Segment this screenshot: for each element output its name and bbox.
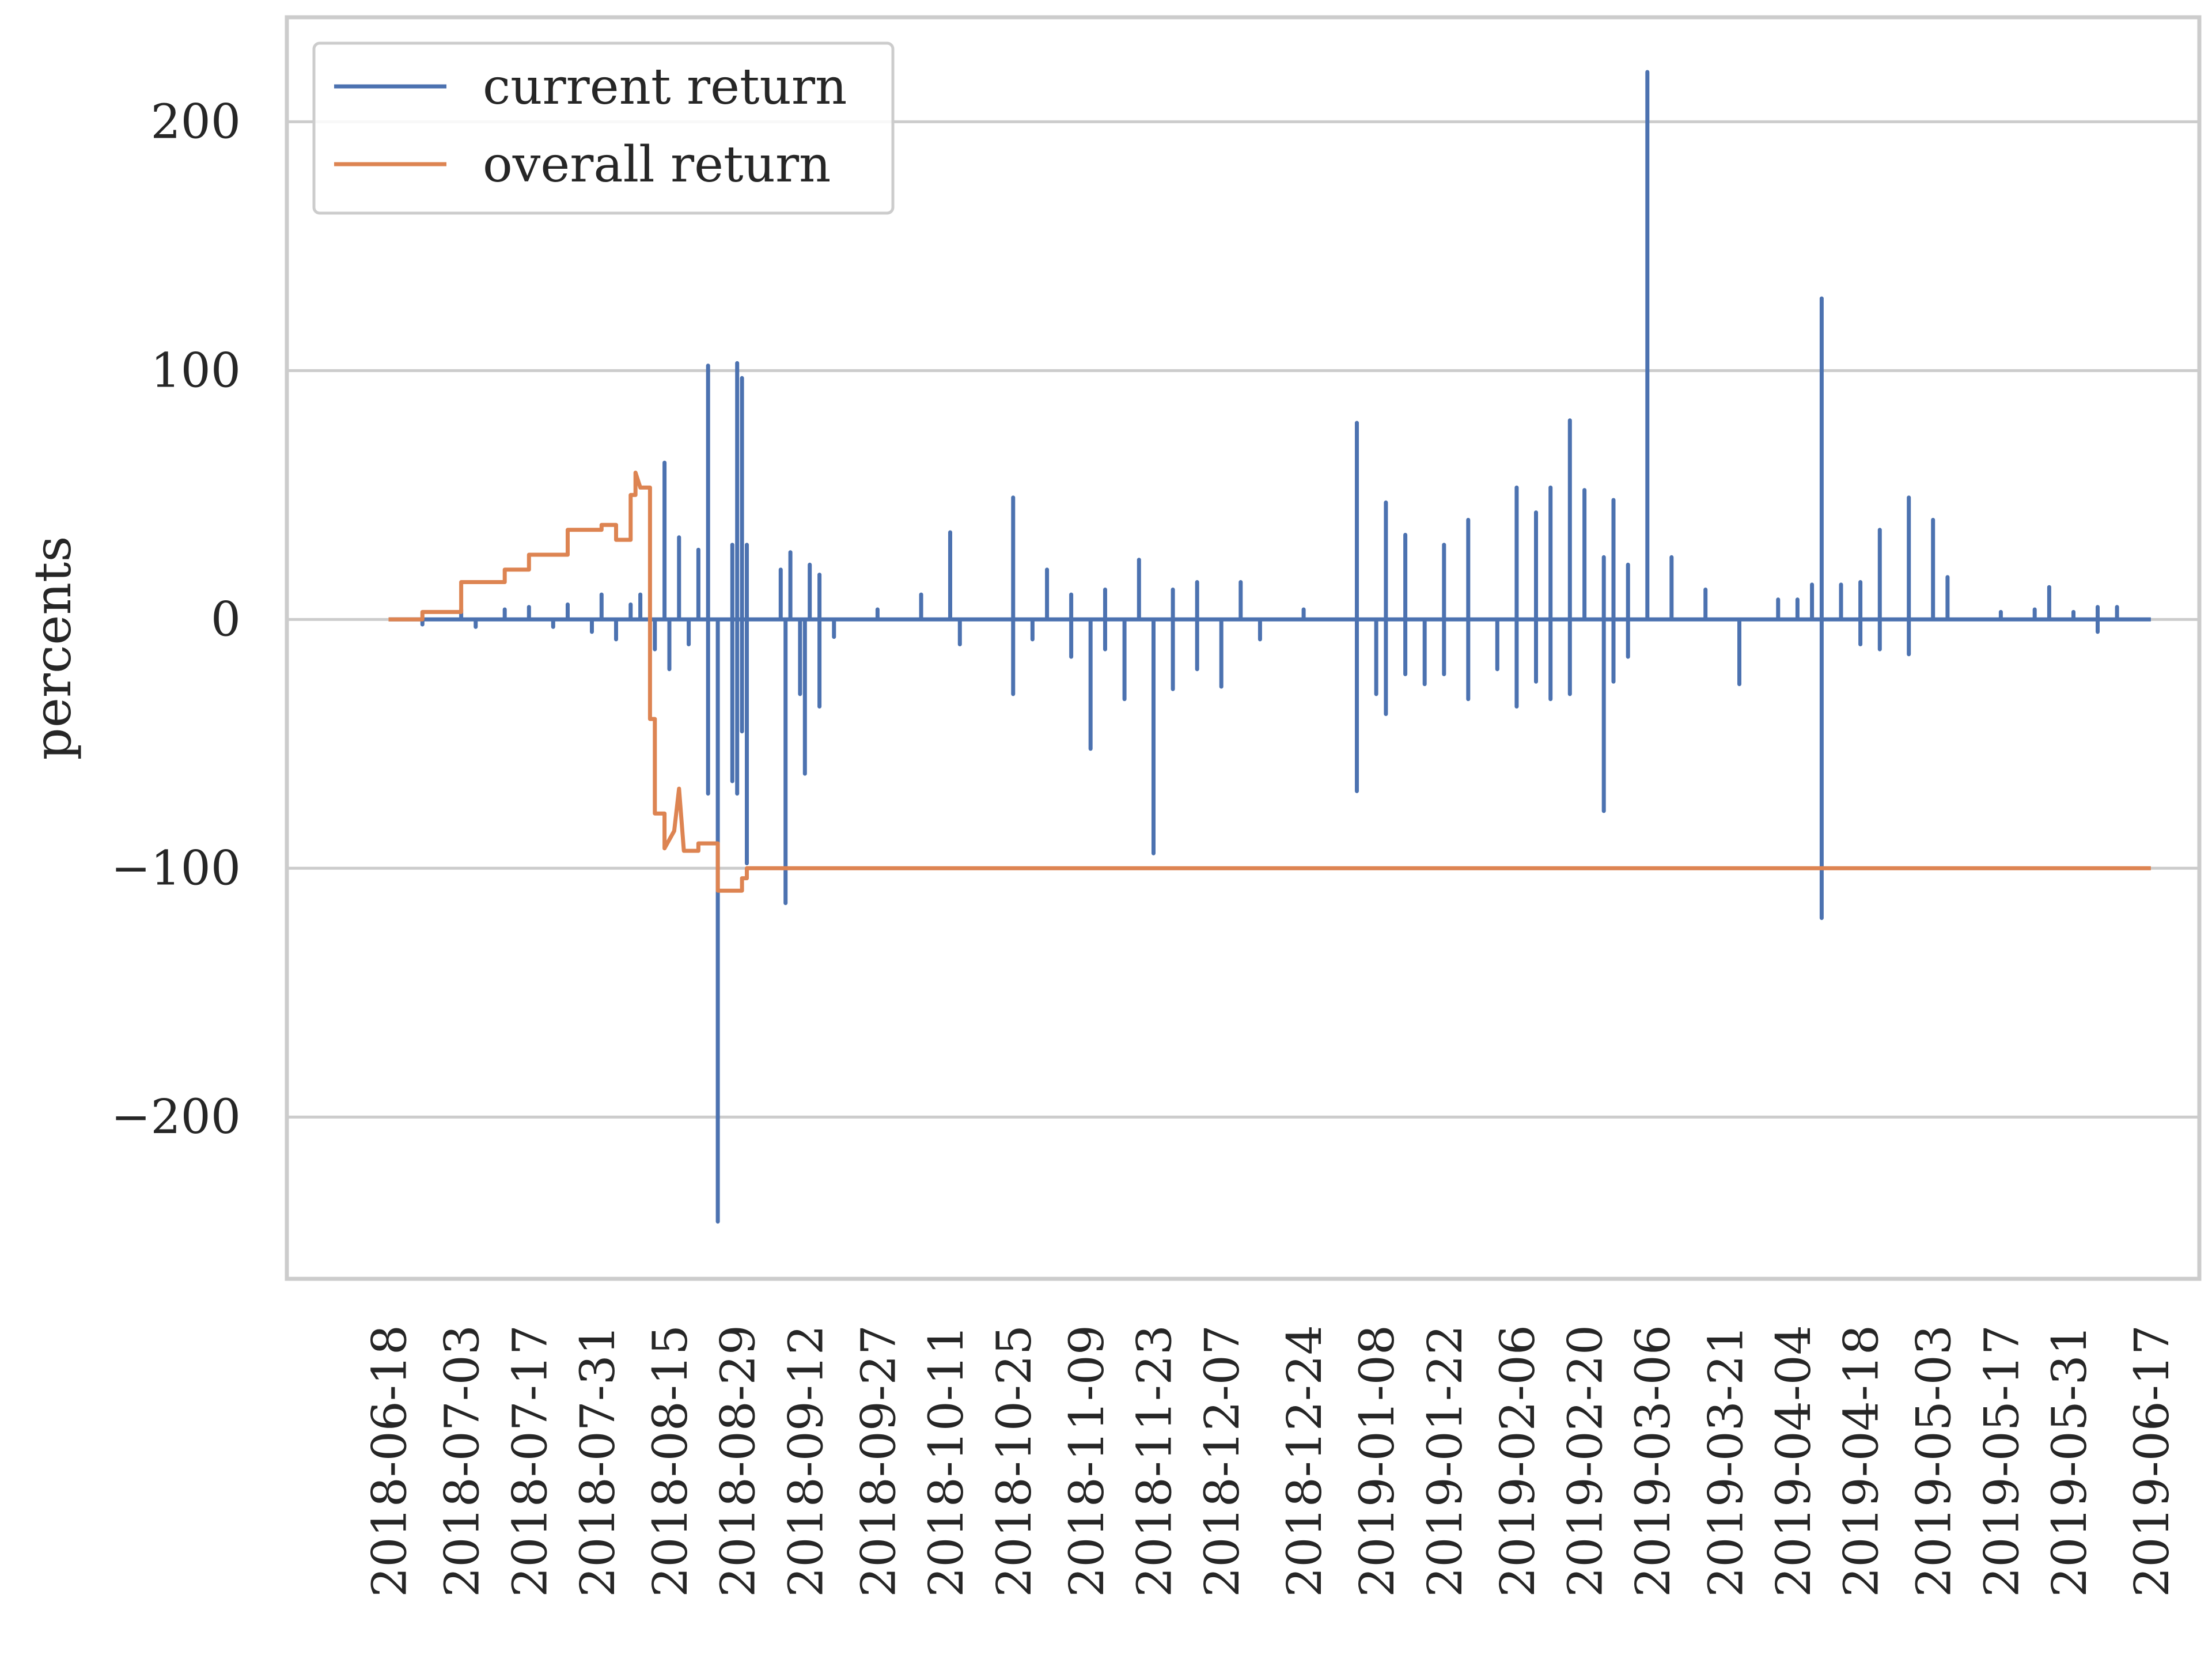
series-layer bbox=[388, 70, 2151, 1224]
x-tick-label: 2018-12-24 bbox=[1278, 1325, 1332, 1597]
legend-box bbox=[312, 41, 895, 215]
series-line-current-return bbox=[388, 70, 2151, 1224]
x-tick-label: 2019-05-31 bbox=[2043, 1325, 2097, 1597]
x-tick-label: 2018-07-03 bbox=[435, 1325, 490, 1597]
y-tick-label: 200 bbox=[150, 94, 241, 149]
x-tick-label: 2019-05-03 bbox=[1907, 1325, 1962, 1597]
x-tick-label: 2019-05-17 bbox=[1975, 1325, 2029, 1597]
x-tick-label: 2019-02-06 bbox=[1491, 1325, 1546, 1597]
x-tick-label: 2018-10-11 bbox=[919, 1325, 974, 1597]
x-tick-label: 2018-09-27 bbox=[851, 1325, 906, 1597]
x-tick-label: 2019-04-04 bbox=[1767, 1325, 1821, 1597]
x-tick-label: 2019-03-21 bbox=[1699, 1325, 1753, 1597]
x-tick-label: 2018-11-23 bbox=[1128, 1325, 1183, 1597]
x-tick-label: 2019-04-18 bbox=[1835, 1325, 1889, 1597]
y-axis-ticks: −200 −100 0 100 200 bbox=[111, 94, 241, 1145]
x-tick-label: 2019-06-17 bbox=[2125, 1325, 2180, 1597]
x-tick-label: 2018-09-12 bbox=[779, 1325, 834, 1597]
y-axis-label: percents bbox=[23, 536, 82, 760]
series-line-overall-return bbox=[388, 471, 2151, 893]
x-tick-label: 2018-06-18 bbox=[363, 1325, 418, 1597]
x-tick-label: 2018-10-25 bbox=[987, 1325, 1042, 1597]
legend: current return overall return bbox=[312, 41, 895, 215]
x-tick-label: 2019-01-08 bbox=[1350, 1325, 1405, 1597]
y-tick-label: 100 bbox=[150, 343, 241, 398]
x-tick-label: 2018-08-29 bbox=[711, 1325, 766, 1597]
x-tick-label: 2018-11-09 bbox=[1060, 1325, 1115, 1597]
x-tick-label: 2018-08-15 bbox=[643, 1325, 698, 1597]
y-tick-label: 0 bbox=[211, 592, 241, 647]
plot-frame bbox=[285, 15, 2202, 1281]
x-tick-label: 2019-01-22 bbox=[1418, 1325, 1473, 1597]
x-tick-label: 2019-02-20 bbox=[1559, 1325, 1613, 1597]
legend-label-overall-return: overall return bbox=[483, 136, 831, 194]
x-tick-label: 2018-12-07 bbox=[1195, 1325, 1250, 1597]
legend-label-current-return: current return bbox=[483, 58, 847, 116]
x-tick-label: 2019-03-06 bbox=[1626, 1325, 1681, 1597]
x-tick-label: 2018-07-31 bbox=[571, 1325, 626, 1597]
y-tick-label: −200 bbox=[111, 1090, 241, 1145]
y-tick-label: −100 bbox=[111, 841, 241, 896]
x-axis-ticks: 2018-06-18 2018-07-03 2018-07-17 2018-07-31… bbox=[363, 1325, 2180, 1597]
x-tick-label: 2018-07-17 bbox=[503, 1325, 558, 1597]
